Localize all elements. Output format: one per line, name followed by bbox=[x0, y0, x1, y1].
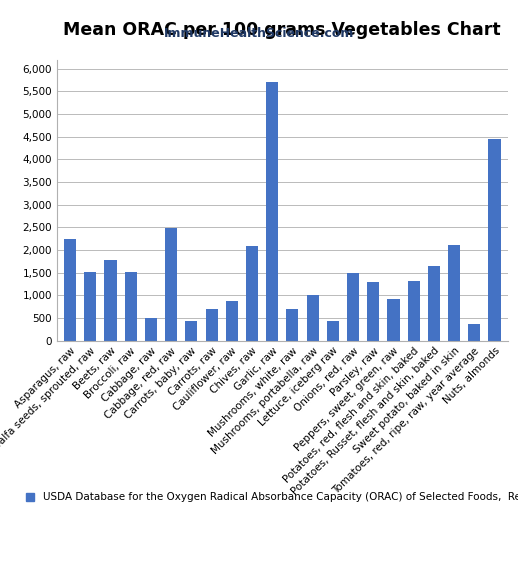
Bar bbox=[488, 139, 500, 341]
Bar bbox=[226, 301, 238, 341]
Bar bbox=[64, 239, 76, 341]
Bar bbox=[185, 321, 197, 341]
Bar bbox=[206, 309, 218, 341]
Legend: USDA Database for the Oxygen Radical Absorbance Capacity (ORAC) of Selected Food: USDA Database for the Oxygen Radical Abs… bbox=[26, 492, 518, 502]
Bar bbox=[468, 324, 480, 341]
Bar bbox=[408, 281, 420, 341]
Title: Mean ORAC per 100 grams Vegetables Chart: Mean ORAC per 100 grams Vegetables Chart bbox=[64, 20, 501, 39]
Bar bbox=[286, 310, 298, 341]
Text: ImmuneHealthScience.com: ImmuneHealthScience.com bbox=[164, 27, 354, 40]
Bar bbox=[347, 273, 359, 341]
Bar bbox=[165, 228, 177, 341]
Bar bbox=[428, 266, 440, 341]
Bar bbox=[125, 272, 137, 341]
Bar bbox=[266, 82, 278, 341]
Bar bbox=[84, 272, 96, 341]
Bar bbox=[105, 260, 117, 341]
Bar bbox=[145, 318, 157, 341]
Bar bbox=[448, 245, 460, 341]
Bar bbox=[327, 321, 339, 341]
Bar bbox=[246, 246, 258, 341]
Bar bbox=[367, 282, 379, 341]
Bar bbox=[307, 295, 319, 341]
Bar bbox=[387, 299, 399, 341]
